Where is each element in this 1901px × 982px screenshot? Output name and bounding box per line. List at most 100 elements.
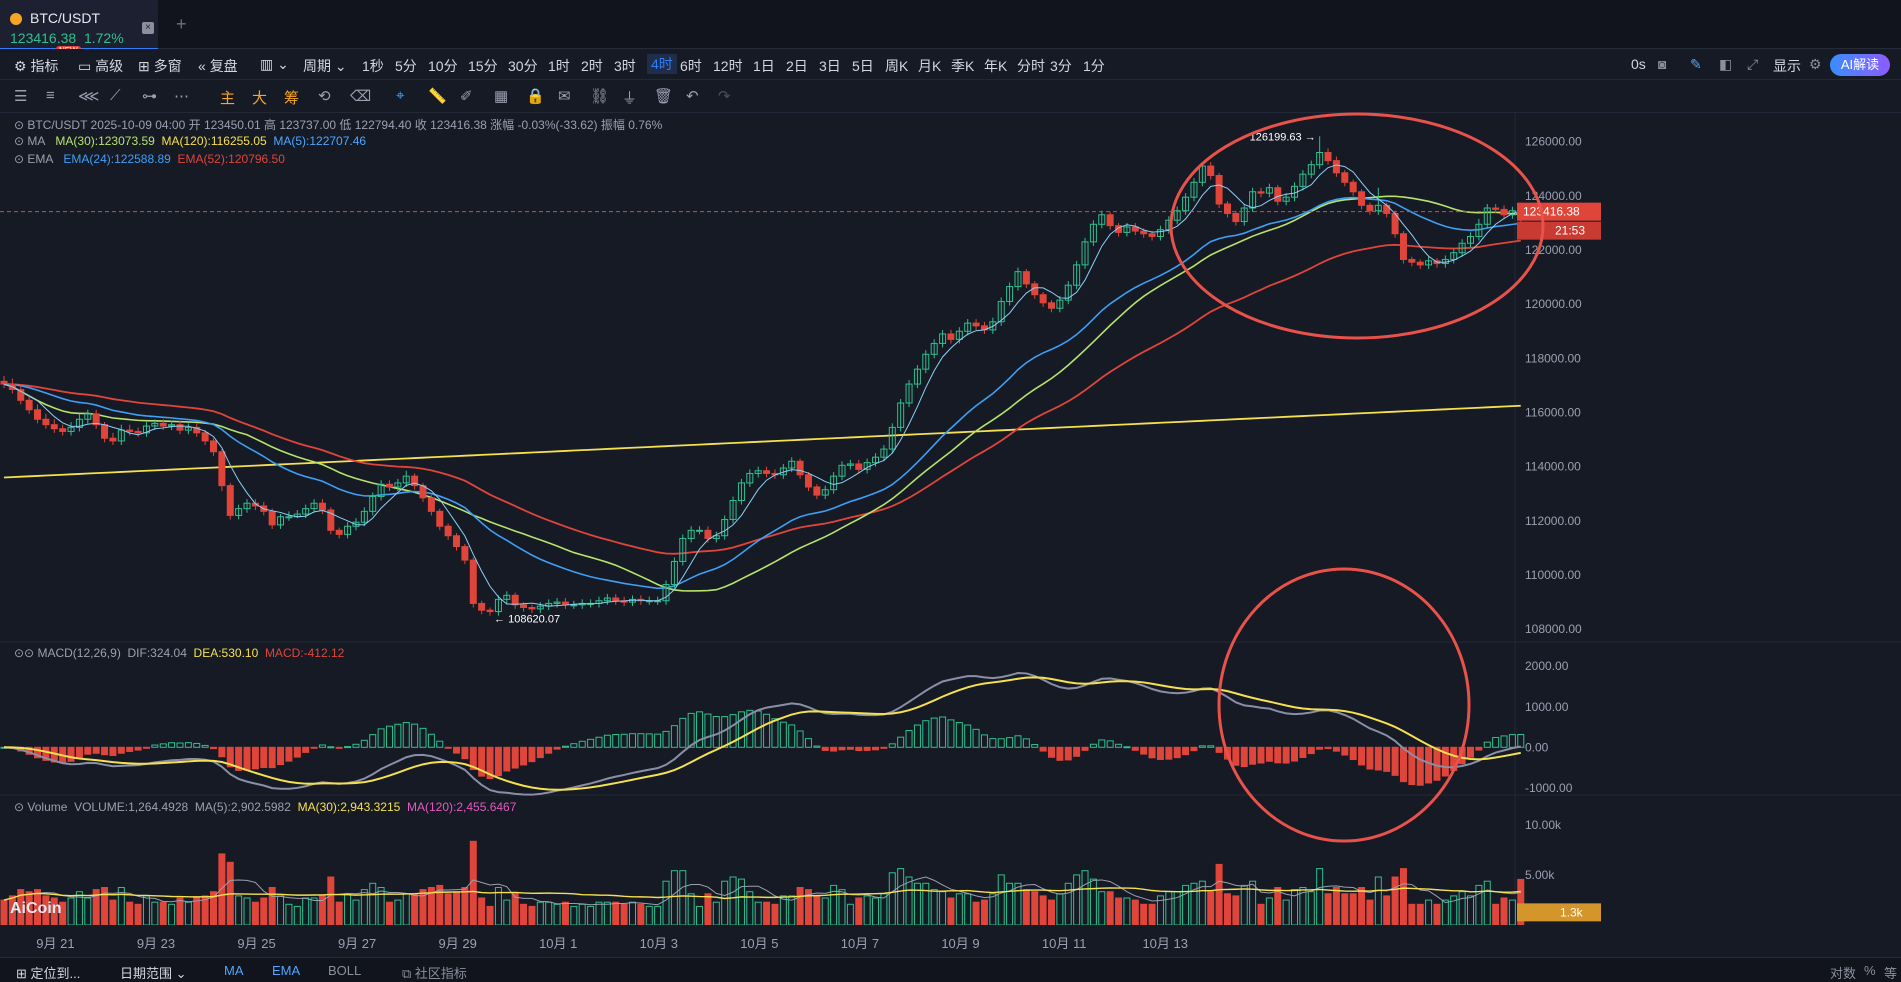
volume-bar: [746, 891, 754, 925]
locate-button[interactable]: ⊞ 定位到...: [16, 963, 80, 982]
big-order-toggle[interactable]: 大: [252, 90, 268, 107]
display-button[interactable]: 显示: [1773, 58, 1801, 74]
volume-bar: [193, 897, 201, 925]
volume-bar: [997, 874, 1005, 925]
macd-bar: [318, 744, 326, 748]
period-15[interactable]: 周K: [885, 58, 909, 74]
candle-body: [570, 604, 578, 607]
macd-bar: [134, 746, 142, 751]
undo-icon[interactable]: ↶: [686, 88, 699, 105]
macd-bar: [1156, 746, 1164, 760]
period-4[interactable]: 30分: [508, 58, 538, 74]
lines-icon[interactable]: ☰: [14, 88, 28, 105]
horizontal-line-icon[interactable]: ⊶: [142, 88, 157, 105]
redo-icon[interactable]: ↷: [718, 88, 731, 105]
camera-icon[interactable]: ◙: [1658, 56, 1667, 72]
expand-icon[interactable]: ⤢: [1747, 56, 1759, 72]
brush-icon[interactable]: ✐: [460, 88, 473, 105]
trendline-icon[interactable]: ⟋: [110, 87, 121, 104]
period-7[interactable]: 3时: [614, 58, 636, 74]
seconds-display[interactable]: 0s: [1631, 56, 1646, 72]
macd-bar: [704, 713, 712, 748]
collapse-icon[interactable]: ⊙: [14, 118, 25, 132]
period-11[interactable]: 1日: [753, 58, 775, 74]
period-21[interactable]: 1分: [1083, 58, 1105, 74]
period-0[interactable]: 1秒: [362, 58, 384, 74]
macd-bar: [126, 746, 134, 752]
advanced-label: 高级: [95, 58, 124, 74]
macd-bar: [1115, 743, 1123, 748]
period-16[interactable]: 月K: [918, 58, 942, 74]
percent-scale-toggle[interactable]: %: [1864, 963, 1876, 978]
chart-type-button[interactable]: ▥ ⌄: [260, 56, 289, 73]
candle-body: [578, 602, 586, 606]
more-icon[interactable]: ⋯: [174, 88, 189, 105]
period-17[interactable]: 季K: [951, 58, 975, 74]
macd-bar: [268, 746, 276, 769]
period-button[interactable]: 周期 ⌄: [303, 56, 347, 76]
pencil-icon[interactable]: ✎: [1690, 56, 1702, 72]
candle-body: [922, 353, 930, 370]
lock-icon[interactable]: 🔒: [526, 88, 545, 105]
candle-body: [1048, 302, 1055, 309]
replay-button[interactable]: « 复盘: [198, 56, 238, 76]
fib-icon[interactable]: ⋘: [78, 88, 100, 105]
period-9[interactable]: 6时: [680, 58, 702, 74]
indicator-template-icon[interactable]: ▦: [494, 88, 509, 105]
magnet-icon[interactable]: ⟲: [318, 88, 331, 105]
community-indicator-button[interactable]: ⧉ 社区指标: [402, 963, 467, 982]
ruler-icon[interactable]: 📏: [428, 88, 447, 105]
boll-toggle[interactable]: BOLL: [328, 963, 362, 978]
period-5[interactable]: 1时: [548, 58, 570, 74]
ma-toggle[interactable]: MA: [224, 963, 244, 978]
filter-icon[interactable]: ⏚: [622, 90, 638, 107]
trash-icon[interactable]: 🗑: [654, 88, 674, 105]
log-scale-toggle[interactable]: 对数: [1830, 966, 1857, 981]
candle-body: [687, 529, 695, 539]
period-12[interactable]: 2日: [786, 58, 808, 74]
equal-scale-toggle[interactable]: 等: [1884, 966, 1898, 981]
volume-bar: [1056, 893, 1064, 925]
macd-bar: [1240, 746, 1248, 768]
chevron-down-icon: ⌄: [277, 56, 289, 72]
link-icon[interactable]: ⛓: [590, 88, 610, 105]
period-1[interactable]: 5分: [395, 58, 417, 74]
candle-body: [193, 426, 201, 434]
indicators-button[interactable]: ⚙ 指标: [14, 56, 58, 76]
period-14[interactable]: 5日: [852, 58, 874, 74]
period-19[interactable]: 分时: [1017, 58, 1045, 74]
tab-btc-usdt[interactable]: BTC/USDT 123416.38 1.72% ×: [0, 0, 158, 50]
multi-window-button[interactable]: ⊞ 多窗: [138, 56, 182, 76]
period-13[interactable]: 3日: [819, 58, 841, 74]
period-2[interactable]: 10分: [428, 58, 458, 74]
ohlc-info: ⊙ BTC/USDT 2025-10-09 04:00 开 123450.01 …: [14, 116, 662, 133]
period-10[interactable]: 12时: [713, 58, 743, 74]
eraser-icon[interactable]: ⌫: [350, 88, 372, 105]
settings-icon[interactable]: ⚙: [1809, 56, 1822, 72]
period-8[interactable]: 4时: [647, 54, 677, 74]
candle-body: [754, 470, 762, 474]
ai-interpret-button[interactable]: AI解读: [1830, 54, 1890, 76]
volume-bar: [511, 893, 519, 925]
add-tab-icon[interactable]: +: [176, 14, 187, 34]
chip-toggle[interactable]: 筹: [284, 90, 300, 107]
candle-body: [989, 321, 997, 331]
period-20[interactable]: 3分: [1050, 58, 1072, 74]
period-6[interactable]: 2时: [581, 58, 603, 74]
chat-icon[interactable]: ◧: [1719, 56, 1733, 72]
candle-body: [8, 383, 16, 390]
cursor-icon[interactable]: ⌖: [396, 87, 405, 104]
advanced-button[interactable]: ▭ 高级: [78, 56, 123, 76]
main-chart-toggle[interactable]: 主: [220, 90, 236, 107]
replay-label: 复盘: [209, 58, 238, 74]
close-icon[interactable]: ×: [142, 22, 154, 34]
period-3[interactable]: 15分: [468, 58, 498, 74]
macd-bar: [838, 746, 846, 751]
volume-bar: [1014, 882, 1022, 925]
date-range-button[interactable]: 日期范围 ⌄: [120, 963, 187, 982]
list-icon[interactable]: ≡: [46, 87, 55, 104]
macd-bar: [930, 717, 938, 748]
note-icon[interactable]: ✉: [558, 88, 571, 105]
ema-toggle[interactable]: EMA: [272, 963, 301, 978]
period-18[interactable]: 年K: [984, 58, 1008, 74]
